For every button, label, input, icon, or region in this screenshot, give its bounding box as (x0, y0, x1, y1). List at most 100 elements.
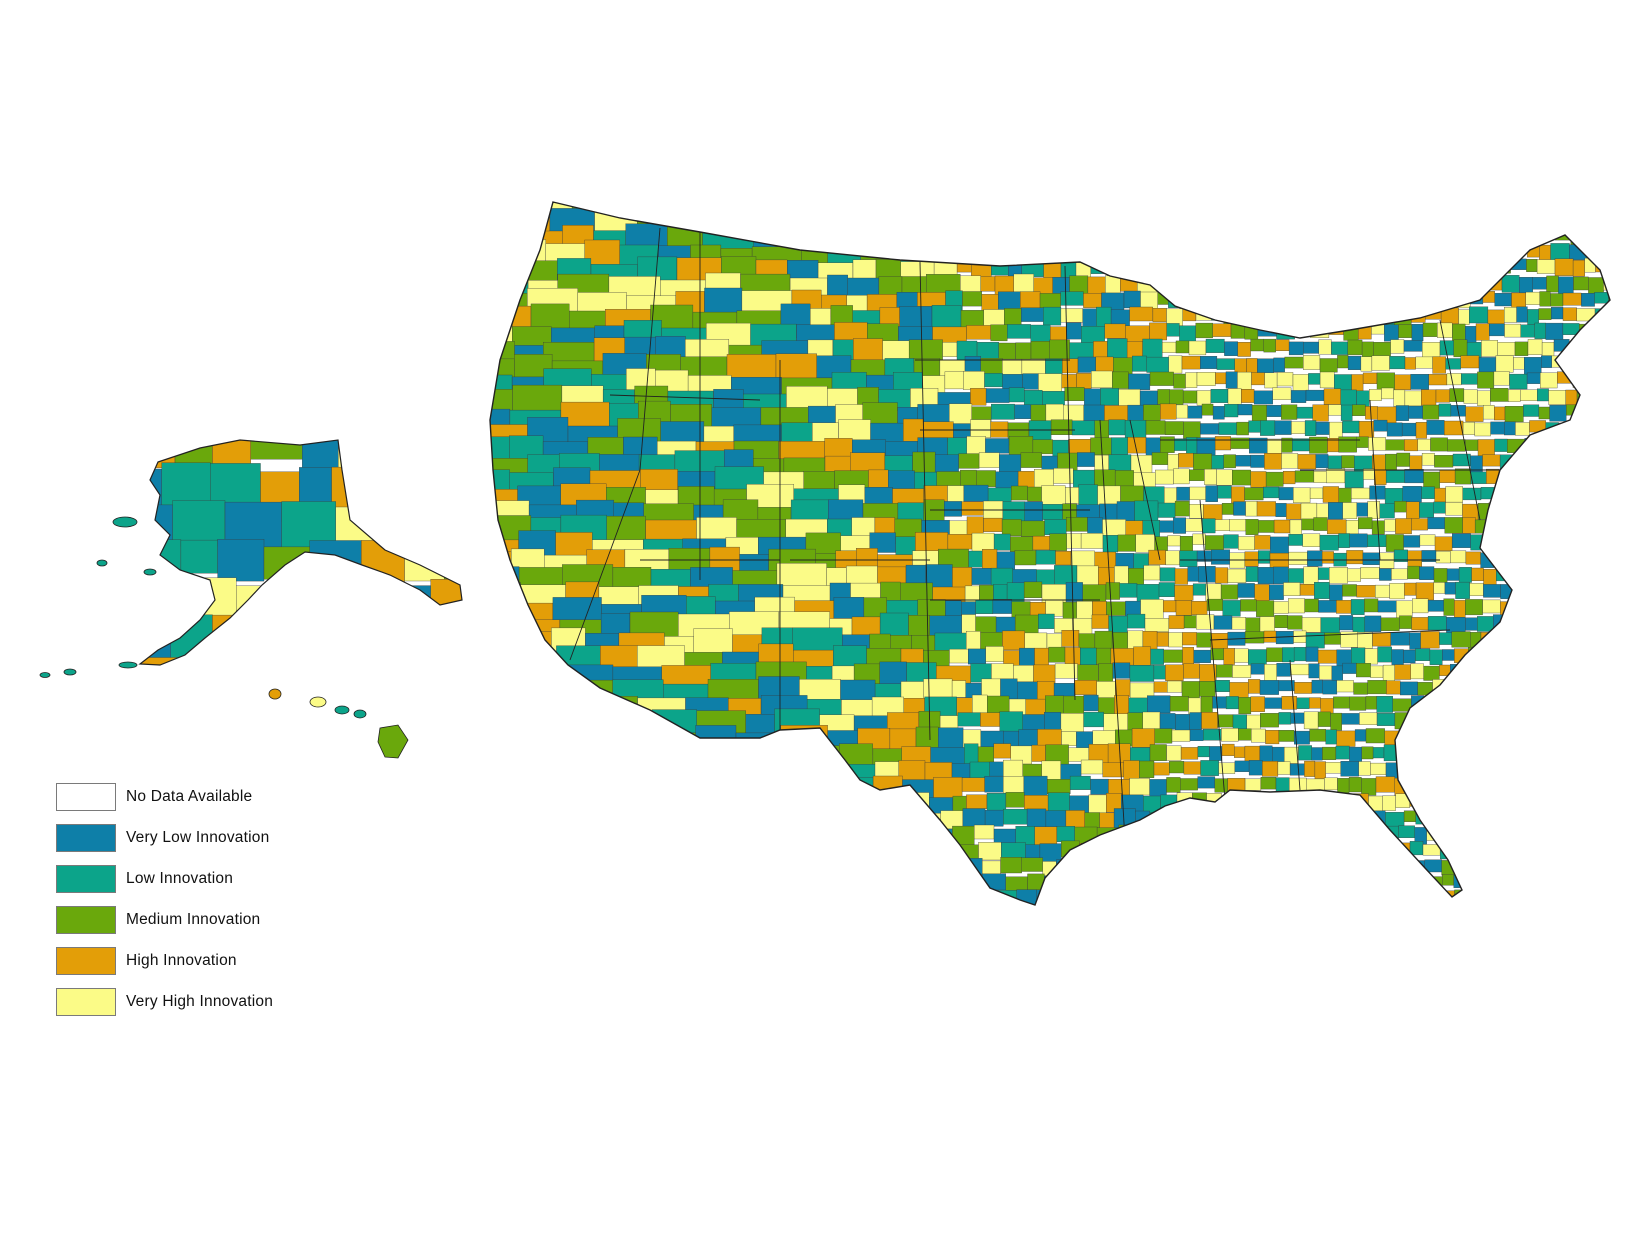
county-cell (753, 879, 802, 905)
county-cell (1206, 793, 1222, 808)
county-cell (733, 202, 785, 238)
county-cell (1081, 210, 1104, 232)
county-cell (1509, 891, 1522, 905)
county-cell (1453, 907, 1470, 920)
county-cell (658, 892, 705, 905)
county-cell (1421, 486, 1435, 499)
county-cell (1115, 470, 1134, 488)
county-cell (1349, 696, 1367, 711)
county-cell (1082, 584, 1107, 604)
county-cell (1153, 860, 1172, 876)
county-cell (1358, 517, 1373, 530)
county-cell (1176, 404, 1188, 419)
county-cell (1052, 889, 1069, 905)
county-cell (1314, 761, 1326, 780)
county-cell (1427, 202, 1444, 212)
county-cell (1479, 663, 1493, 677)
county-cell (1129, 665, 1155, 682)
county-cell (1441, 277, 1457, 290)
county-cell (1452, 533, 1471, 548)
county-cell (1532, 277, 1547, 290)
county-cell (1237, 209, 1253, 223)
county-cell (1200, 760, 1219, 776)
county-cell (1536, 225, 1556, 237)
county-cell (1386, 422, 1403, 437)
county-cell (984, 809, 1004, 827)
county-cell (1572, 470, 1590, 486)
county-cell (1303, 225, 1323, 241)
county-cell (1318, 600, 1337, 613)
county-cell (1483, 405, 1495, 420)
county-cell (1138, 860, 1154, 881)
county-cell (1289, 777, 1307, 796)
county-cell (1237, 342, 1251, 357)
county-cell (1144, 618, 1169, 632)
county-cell (1582, 599, 1597, 613)
county-cell (1179, 325, 1196, 343)
county-cell (1280, 228, 1293, 244)
county-cell (1325, 762, 1341, 774)
county-cell (490, 807, 529, 854)
county-cell (1217, 485, 1232, 499)
county-cell (1604, 808, 1610, 827)
county-cell (982, 549, 998, 569)
county-cell (1360, 567, 1380, 579)
county-cell (1603, 550, 1610, 565)
county-cell (1337, 355, 1349, 369)
county-cell (1176, 486, 1190, 501)
county-cell (1612, 681, 1625, 695)
county-cell (1258, 520, 1275, 533)
county-cell (1599, 468, 1610, 483)
county-cell (1510, 211, 1524, 228)
county-cell (1254, 584, 1270, 602)
county-cell (1181, 202, 1199, 207)
county-cell (1482, 599, 1501, 614)
county-cell (1599, 696, 1610, 713)
county-cell (1444, 582, 1456, 595)
county-cell (403, 469, 447, 517)
county-cell (1593, 485, 1608, 500)
county-cell (1201, 712, 1218, 729)
county-cell (1192, 583, 1206, 596)
county-cell (1227, 291, 1243, 305)
county-cell (1202, 292, 1214, 306)
county-cell (1098, 663, 1113, 684)
county-cell (1492, 665, 1509, 683)
county-cell (1304, 598, 1319, 613)
county-cell (1254, 535, 1271, 550)
county-cell (170, 614, 213, 662)
county-cell (1540, 712, 1552, 725)
county-cell (1520, 389, 1538, 401)
county-cell (1334, 374, 1352, 392)
county-cell (1338, 533, 1350, 548)
county-cell (1090, 257, 1114, 274)
county-cell (350, 621, 393, 665)
county-cell (388, 440, 421, 482)
county-cell (490, 246, 518, 284)
county-cell (1389, 293, 1406, 312)
county-cell (1538, 406, 1550, 420)
county-cell (910, 209, 942, 240)
county-cell (866, 891, 891, 905)
county-cell (1442, 874, 1454, 886)
county-cell (1313, 471, 1327, 483)
county-cell (1555, 828, 1568, 840)
county-cell (1562, 811, 1577, 827)
county-cell (1473, 679, 1489, 693)
county-cell (1544, 730, 1556, 746)
county-cell (1173, 373, 1186, 389)
county-cell (177, 659, 231, 665)
county-cell (1450, 550, 1467, 564)
county-cell (1252, 211, 1267, 224)
county-cell (1283, 471, 1296, 485)
county-cell (1484, 778, 1501, 792)
county-cell (1263, 630, 1277, 643)
county-cell (1398, 825, 1415, 838)
county-cell (490, 582, 521, 620)
county-cell (776, 794, 824, 833)
county-cell (1442, 714, 1459, 727)
county-cell (1313, 292, 1328, 308)
county-cell (1584, 857, 1597, 873)
legend-swatch-medium (56, 905, 116, 934)
legend-label-low: Low Innovation (126, 869, 234, 887)
